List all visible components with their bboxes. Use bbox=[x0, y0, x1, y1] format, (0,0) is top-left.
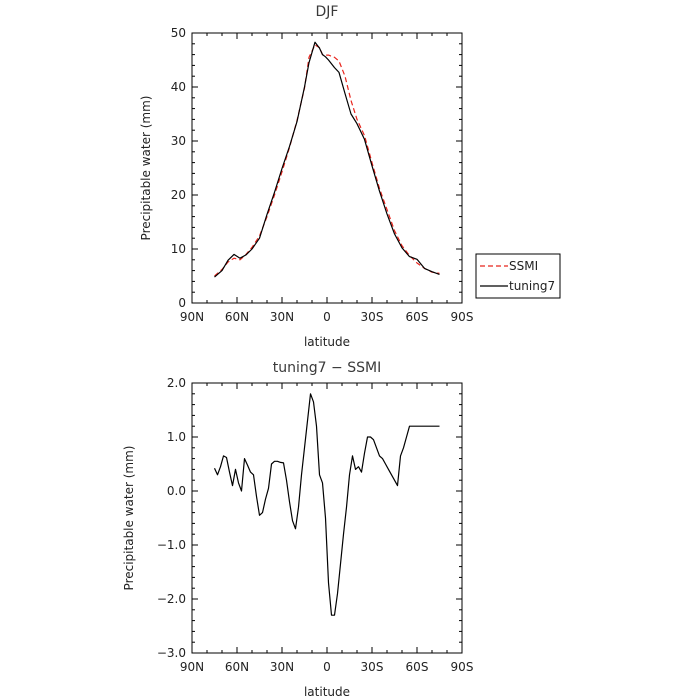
y-tick-label: 0 bbox=[178, 296, 186, 310]
y-axis-label: Precipitable water (mm) bbox=[122, 446, 136, 591]
y-tick-label: 1.0 bbox=[167, 430, 186, 444]
axis-ticks: 90N 60N 30N 0 30S 60S 90S 0 10 20 30 40 50 bbox=[171, 26, 474, 324]
series-line-tuning7 bbox=[214, 41, 440, 278]
legend-box bbox=[475, 253, 561, 299]
y-tick-label: 40 bbox=[171, 80, 186, 94]
x-tick-label: 60S bbox=[406, 310, 429, 324]
x-tick-label: 30S bbox=[361, 310, 384, 324]
y-tick-label: 50 bbox=[171, 26, 186, 40]
legend: SSMI tuning7 bbox=[475, 253, 561, 299]
x-tick-label: 30S bbox=[361, 660, 384, 674]
x-tick-label: 0 bbox=[323, 310, 331, 324]
x-tick-label: 30N bbox=[270, 660, 294, 674]
x-tick-label: 90S bbox=[451, 660, 474, 674]
x-tick-label: 60N bbox=[225, 660, 249, 674]
plot-frame bbox=[191, 382, 463, 654]
y-tick-label: 30 bbox=[171, 134, 186, 148]
chart-title: DJF bbox=[316, 4, 339, 20]
series-line-ssmi bbox=[214, 44, 440, 277]
axis-ticks: 90N 60N 30N 0 30S 60S 90S −3.0 −2.0 −1.0 0.0 1.0 2.0 bbox=[157, 376, 474, 674]
x-tick-label: 60S bbox=[406, 660, 429, 674]
series-group bbox=[214, 41, 440, 278]
x-tick-label: 90N bbox=[180, 660, 204, 674]
x-axis-label: latitude bbox=[304, 685, 350, 699]
series-line-difference-0 bbox=[213, 393, 440, 616]
y-tick-label: 2.0 bbox=[167, 376, 186, 390]
legend-label-tuning7: tuning7 bbox=[509, 279, 555, 293]
panel-djf: DJF 90N 60N 30N 0 30S 60S 90S 0 10 20 30 40 50 latit… bbox=[139, 4, 561, 349]
series-group bbox=[213, 393, 440, 616]
x-tick-label: 30N bbox=[270, 310, 294, 324]
y-axis-label: Precipitable water (mm) bbox=[139, 96, 153, 241]
x-tick-label: 0 bbox=[323, 660, 331, 674]
y-tick-label: 10 bbox=[171, 242, 186, 256]
y-tick-label: −1.0 bbox=[157, 538, 186, 552]
panel-difference: tuning7 − SSMI 90N 60N 30N 0 30S 60S 90S −3.0 −2… bbox=[122, 360, 473, 699]
y-tick-label: −2.0 bbox=[157, 592, 186, 606]
y-tick-label: −3.0 bbox=[157, 646, 186, 660]
plot-frame bbox=[191, 32, 463, 304]
x-tick-label: 90N bbox=[180, 310, 204, 324]
legend-label-ssmi: SSMI bbox=[509, 259, 538, 273]
x-tick-label: 60N bbox=[225, 310, 249, 324]
y-tick-label: 20 bbox=[171, 188, 186, 202]
chart-title: tuning7 − SSMI bbox=[273, 360, 381, 376]
y-tick-label: 0.0 bbox=[167, 484, 186, 498]
x-tick-label: 90S bbox=[451, 310, 474, 324]
x-axis-label: latitude bbox=[304, 335, 350, 349]
